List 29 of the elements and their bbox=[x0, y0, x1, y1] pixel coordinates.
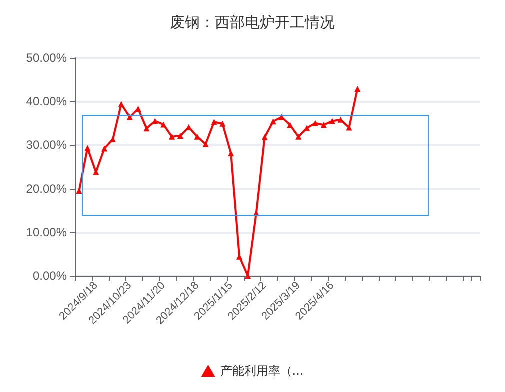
y-tick-label: 10.00% bbox=[26, 225, 68, 240]
point bbox=[144, 126, 150, 132]
point bbox=[160, 122, 167, 128]
point bbox=[177, 133, 184, 140]
point bbox=[346, 124, 352, 131]
y-tick-label: 20.00% bbox=[26, 182, 68, 196]
point bbox=[262, 134, 268, 140]
y-tick-label: 0.00% bbox=[32, 269, 68, 283]
y-tick-label: 50.00% bbox=[26, 51, 68, 65]
point bbox=[354, 86, 361, 92]
point bbox=[211, 119, 218, 126]
legend-label: 产能利用率（... bbox=[220, 364, 304, 378]
point bbox=[287, 122, 294, 128]
point bbox=[220, 120, 226, 127]
point bbox=[202, 141, 209, 148]
chart-title: 废钢：西部电炉开工情况 bbox=[170, 14, 335, 32]
point bbox=[312, 120, 318, 126]
point bbox=[296, 134, 302, 140]
y-tick-label: 30.00% bbox=[26, 138, 68, 152]
point bbox=[270, 118, 276, 125]
point bbox=[118, 101, 124, 108]
y-tick-label: 40.00% bbox=[26, 94, 68, 109]
point bbox=[126, 114, 133, 120]
point bbox=[102, 146, 108, 152]
point bbox=[169, 134, 176, 140]
point bbox=[228, 150, 234, 156]
point bbox=[329, 118, 336, 124]
point bbox=[84, 145, 91, 152]
point bbox=[320, 122, 327, 128]
